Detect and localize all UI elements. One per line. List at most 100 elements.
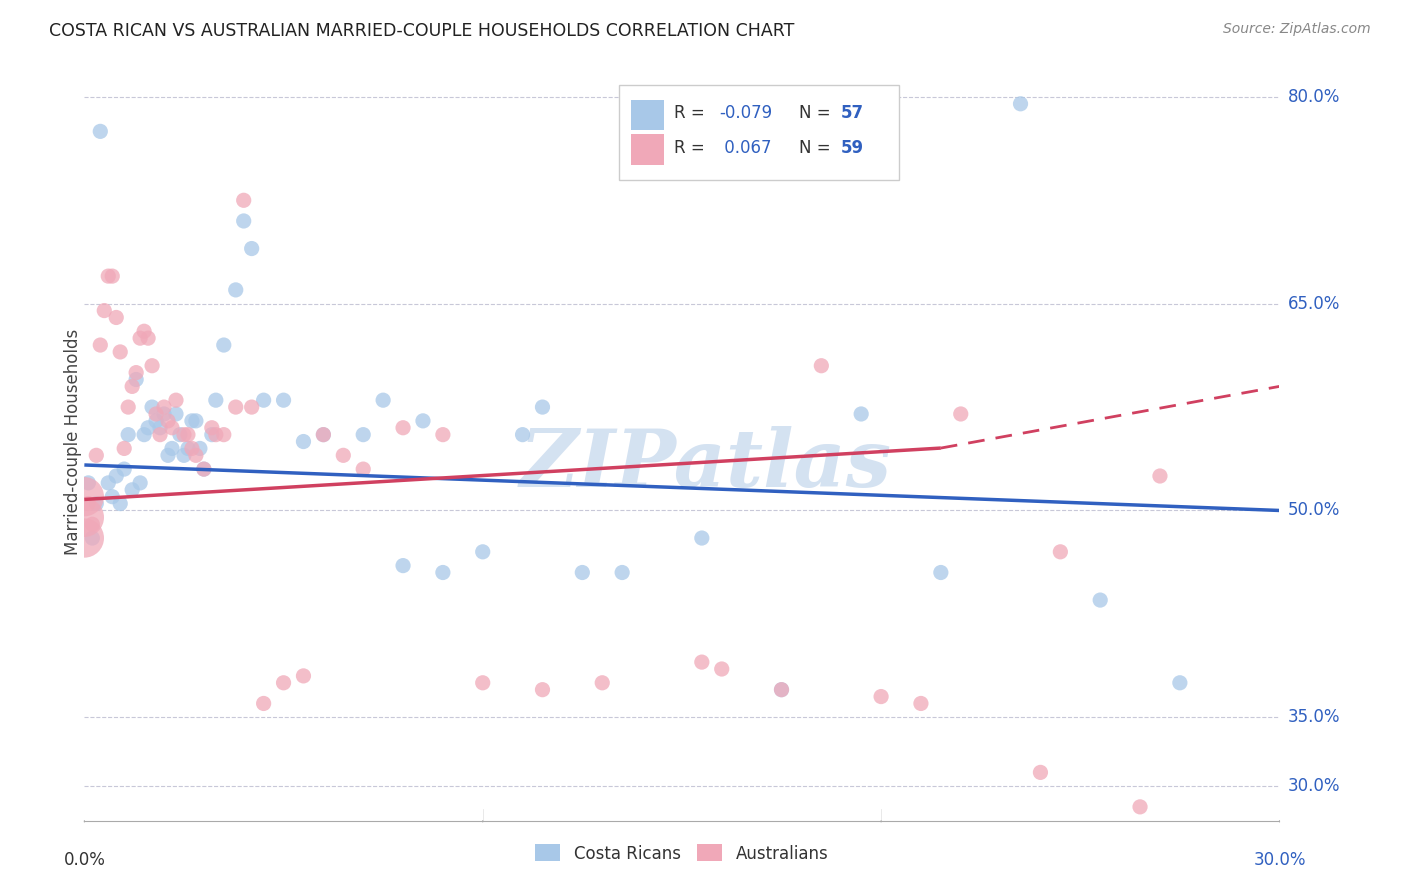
Point bbox=[292, 669, 315, 683]
Point bbox=[312, 427, 335, 442]
Point bbox=[412, 414, 434, 428]
Point bbox=[89, 338, 111, 352]
Text: 57: 57 bbox=[841, 104, 863, 122]
Point bbox=[212, 338, 235, 352]
Point bbox=[153, 400, 176, 414]
Point bbox=[125, 366, 148, 380]
Point bbox=[165, 393, 187, 408]
Point bbox=[132, 427, 156, 442]
Point bbox=[253, 393, 276, 408]
Point bbox=[205, 393, 228, 408]
Point bbox=[177, 442, 200, 456]
Point bbox=[512, 427, 534, 442]
Text: -0.079: -0.079 bbox=[718, 104, 772, 122]
Point bbox=[373, 393, 395, 408]
Point bbox=[129, 475, 152, 490]
Point bbox=[165, 407, 187, 421]
Point bbox=[141, 400, 163, 414]
Point bbox=[97, 269, 120, 284]
Point bbox=[160, 442, 183, 456]
Point bbox=[1168, 675, 1191, 690]
Point bbox=[240, 242, 263, 256]
Point bbox=[352, 427, 374, 442]
Point bbox=[160, 421, 183, 435]
Point bbox=[710, 662, 733, 676]
Point bbox=[117, 400, 139, 414]
Point bbox=[184, 448, 207, 462]
Point bbox=[292, 434, 315, 449]
Point bbox=[392, 558, 415, 573]
Point bbox=[110, 345, 132, 359]
Point bbox=[105, 310, 128, 325]
Point bbox=[173, 427, 195, 442]
Text: Source: ZipAtlas.com: Source: ZipAtlas.com bbox=[1223, 22, 1371, 37]
Point bbox=[86, 448, 108, 462]
Text: N =: N = bbox=[799, 104, 837, 122]
Point bbox=[110, 497, 132, 511]
Text: 59: 59 bbox=[841, 139, 863, 157]
Point bbox=[97, 475, 120, 490]
Point bbox=[201, 427, 224, 442]
Point bbox=[157, 448, 180, 462]
Point bbox=[352, 462, 374, 476]
Text: 0.067: 0.067 bbox=[718, 139, 772, 157]
Point bbox=[82, 517, 104, 532]
Point bbox=[93, 303, 115, 318]
Point bbox=[810, 359, 832, 373]
Point bbox=[169, 427, 191, 442]
Point bbox=[149, 421, 172, 435]
Point bbox=[332, 448, 354, 462]
Point bbox=[240, 400, 263, 414]
Point bbox=[690, 531, 713, 545]
Text: COSTA RICAN VS AUSTRALIAN MARRIED-COUPLE HOUSEHOLDS CORRELATION CHART: COSTA RICAN VS AUSTRALIAN MARRIED-COUPLE… bbox=[49, 22, 794, 40]
Point bbox=[851, 407, 873, 421]
Point bbox=[82, 531, 104, 545]
Point bbox=[870, 690, 893, 704]
Point bbox=[591, 675, 613, 690]
Point bbox=[145, 407, 167, 421]
Point bbox=[101, 490, 124, 504]
Point bbox=[471, 545, 494, 559]
Point bbox=[77, 475, 100, 490]
Point bbox=[101, 269, 124, 284]
Text: R =: R = bbox=[673, 139, 710, 157]
Point bbox=[432, 566, 454, 580]
Point bbox=[571, 566, 593, 580]
Point bbox=[471, 675, 494, 690]
Point bbox=[136, 331, 159, 345]
Point bbox=[1029, 765, 1052, 780]
Point bbox=[531, 400, 554, 414]
Text: ZIPatlas: ZIPatlas bbox=[520, 425, 891, 503]
Point bbox=[77, 497, 100, 511]
Point bbox=[105, 469, 128, 483]
Point bbox=[929, 566, 952, 580]
Point bbox=[212, 427, 235, 442]
Point bbox=[312, 427, 335, 442]
Point bbox=[121, 483, 143, 497]
Text: 80.0%: 80.0% bbox=[1288, 88, 1340, 106]
Point bbox=[232, 194, 254, 208]
Point bbox=[181, 414, 204, 428]
Point bbox=[253, 697, 276, 711]
Legend: Costa Ricans, Australians: Costa Ricans, Australians bbox=[529, 838, 835, 869]
Point bbox=[432, 427, 454, 442]
Point bbox=[181, 442, 204, 456]
Point bbox=[184, 414, 207, 428]
Point bbox=[1090, 593, 1112, 607]
Point bbox=[193, 462, 215, 476]
Point bbox=[1010, 96, 1032, 111]
Point bbox=[910, 697, 932, 711]
Text: R =: R = bbox=[673, 104, 710, 122]
Point bbox=[141, 359, 163, 373]
Point bbox=[112, 462, 135, 476]
Point bbox=[1049, 545, 1071, 559]
Text: 0.0%: 0.0% bbox=[63, 851, 105, 869]
Point bbox=[153, 407, 176, 421]
Text: 35.0%: 35.0% bbox=[1288, 708, 1340, 726]
Text: 50.0%: 50.0% bbox=[1288, 501, 1340, 519]
Point bbox=[145, 414, 167, 428]
Point bbox=[273, 675, 295, 690]
Point bbox=[149, 427, 172, 442]
Point bbox=[232, 214, 254, 228]
FancyBboxPatch shape bbox=[630, 100, 664, 130]
